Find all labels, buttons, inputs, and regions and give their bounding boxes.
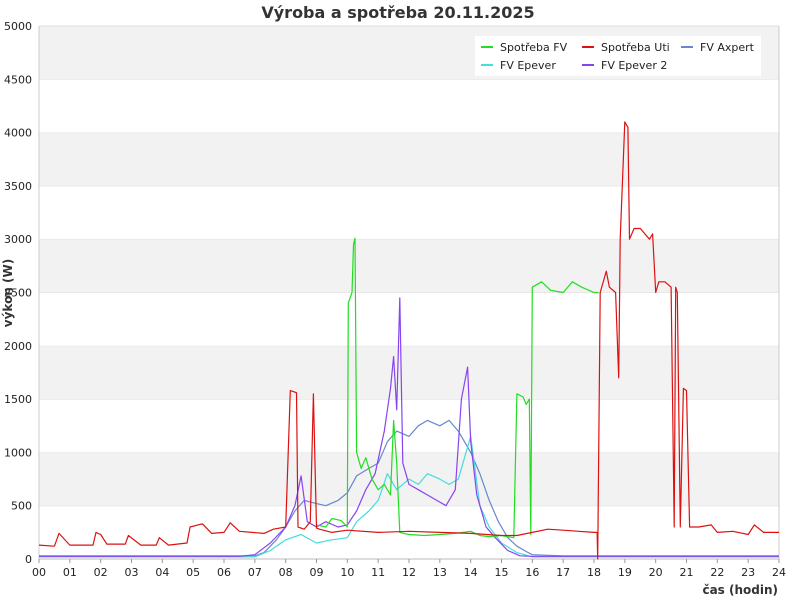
grid-band xyxy=(39,132,779,186)
y-tick-label: 500 xyxy=(11,500,32,513)
series-line-0 xyxy=(316,237,599,539)
series-line-3 xyxy=(39,435,779,558)
legend-label: FV Axpert xyxy=(700,41,755,54)
y-axis-label: výkon (W) xyxy=(1,259,15,327)
x-axis-label: čas (hodin) xyxy=(702,583,778,597)
series-line-4 xyxy=(39,297,779,557)
x-tick-label: 23 xyxy=(741,566,755,579)
legend-label: FV Epever xyxy=(500,59,556,72)
x-tick-label: 18 xyxy=(587,566,601,579)
y-tick-label: 5000 xyxy=(4,20,32,33)
y-tick-label: 1000 xyxy=(4,446,32,459)
grid-band xyxy=(39,185,779,240)
x-tick-label: 20 xyxy=(649,566,663,579)
legend-label: FV Epever 2 xyxy=(601,59,667,72)
y-tick-label: 2500 xyxy=(4,287,32,300)
y-tick-label: 4000 xyxy=(4,127,32,140)
x-tick-label: 15 xyxy=(495,566,509,579)
x-tick-label: 12 xyxy=(402,566,416,579)
x-tick-label: 22 xyxy=(710,566,724,579)
series-line-1 xyxy=(38,121,779,560)
x-tick-label: 24 xyxy=(772,566,786,579)
x-tick-label: 05 xyxy=(186,566,200,579)
plot-lines xyxy=(38,121,779,560)
chart-title: Výroba a spotřeba 20.11.2025 xyxy=(261,3,534,22)
x-tick-label: 02 xyxy=(94,566,108,579)
x-tick-label: 16 xyxy=(525,566,539,579)
x-tick-label: 14 xyxy=(464,566,478,579)
x-tick-label: 00 xyxy=(32,566,46,579)
x-tick-label: 13 xyxy=(433,566,447,579)
x-tick-label: 09 xyxy=(310,566,324,579)
y-tick-label: 3000 xyxy=(4,233,32,246)
y-tick-label: 0 xyxy=(25,553,32,566)
x-tick-label: 04 xyxy=(155,566,169,579)
x-tick-label: 03 xyxy=(125,566,139,579)
x-tick-label: 07 xyxy=(248,566,262,579)
y-axis-ticks: 0 500 1000 1500 2000 2500 3000 3500 4000 4500 5000 xyxy=(4,20,32,566)
legend-label: Spotřeba FV xyxy=(500,41,568,54)
legend: Spotřeba FV Spotřeba Uti FV Axpert FV Epeve… xyxy=(475,36,761,76)
grid-band xyxy=(39,345,779,400)
series-line-2 xyxy=(39,419,779,557)
x-tick-label: 19 xyxy=(618,566,632,579)
x-tick-label: 21 xyxy=(680,566,694,579)
x-tick-label: 10 xyxy=(340,566,354,579)
legend-box xyxy=(475,36,761,76)
y-tick-label: 2000 xyxy=(4,340,32,353)
x-tick-label: 11 xyxy=(371,566,385,579)
y-tick-label: 1500 xyxy=(4,393,32,406)
grid-band xyxy=(39,292,779,346)
x-tick-label: 08 xyxy=(279,566,293,579)
x-axis-ticks: 00 01 02 03 04 05 06 07 08 09 10 11 12 13 14 15 16 17 18 19… xyxy=(32,559,786,579)
y-tick-label: 4500 xyxy=(4,73,32,86)
grid-band xyxy=(39,79,779,133)
grid-band xyxy=(39,505,779,559)
x-tick-label: 17 xyxy=(556,566,570,579)
legend-label: Spotřeba Uti xyxy=(601,41,670,54)
y-tick-label: 3500 xyxy=(4,180,32,193)
grid-band xyxy=(39,399,779,453)
x-tick-label: 06 xyxy=(217,566,231,579)
x-tick-label: 01 xyxy=(63,566,77,579)
